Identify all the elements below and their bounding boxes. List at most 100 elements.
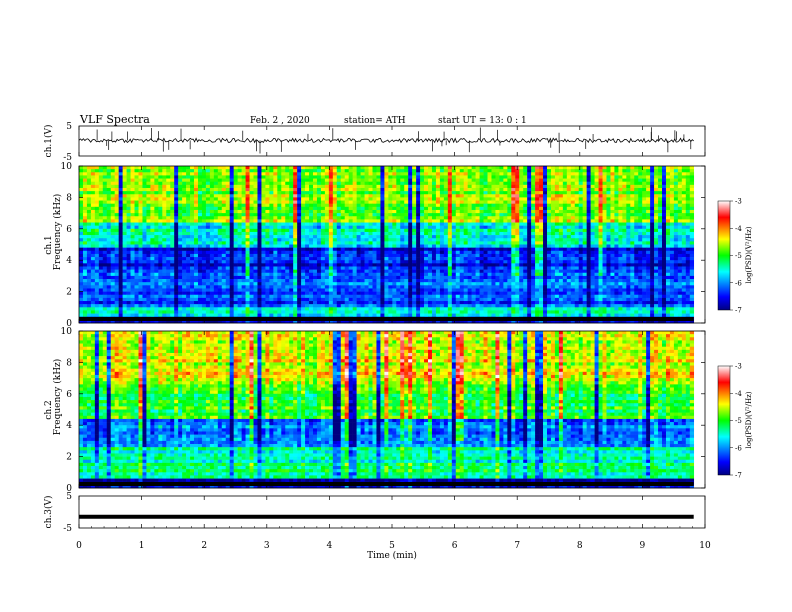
spectrogram-cell bbox=[118, 194, 123, 198]
spectrogram-cell bbox=[511, 244, 516, 248]
spectrogram-cell bbox=[150, 169, 155, 173]
spectrogram-cell bbox=[178, 209, 183, 214]
spectrogram-cell bbox=[459, 209, 465, 214]
spectrogram-cell bbox=[332, 222, 338, 226]
spectrogram-cell bbox=[328, 219, 334, 223]
spectrogram-cell bbox=[622, 250, 627, 255]
spectrogram-cell bbox=[312, 172, 318, 176]
spectrogram-cell bbox=[412, 169, 417, 173]
spectrogram-cell bbox=[586, 241, 591, 245]
spectrogram-cell bbox=[443, 184, 449, 189]
spectrogram-cell bbox=[118, 225, 123, 230]
spectrogram-cell bbox=[443, 187, 449, 192]
spectrogram-cell bbox=[324, 231, 330, 236]
spectrogram-cell bbox=[356, 200, 361, 204]
spectrogram-cell bbox=[213, 260, 219, 264]
spectrogram-cell bbox=[376, 206, 381, 211]
spectrogram-cell bbox=[79, 228, 84, 233]
spectrogram-cell bbox=[626, 228, 631, 233]
spectrogram-cell bbox=[257, 257, 262, 261]
spectrogram-cell bbox=[499, 250, 504, 255]
spectrogram-cell bbox=[328, 206, 334, 211]
spectrogram-cell bbox=[126, 228, 131, 233]
spectrogram-cell bbox=[332, 213, 338, 217]
spectrogram-cell bbox=[265, 175, 270, 179]
spectrogram-cell bbox=[499, 231, 504, 236]
spectrogram-cell bbox=[297, 172, 302, 176]
spectrogram-cell bbox=[535, 263, 540, 267]
spectrogram-cell bbox=[471, 178, 476, 182]
spectrogram-cell bbox=[586, 178, 591, 182]
spectrogram-cell bbox=[511, 200, 516, 204]
spectrogram-cell bbox=[396, 263, 401, 267]
spectrogram-cell bbox=[594, 228, 599, 233]
spectrogram-cell bbox=[110, 197, 115, 201]
spectrogram-cell bbox=[90, 253, 96, 258]
spectrogram-cell bbox=[424, 175, 429, 179]
spectrogram-cell bbox=[535, 191, 540, 195]
spectrogram-cell bbox=[531, 178, 536, 182]
spectrogram-cell bbox=[519, 260, 524, 264]
spectrogram-cell bbox=[257, 244, 262, 248]
spectrogram-cell bbox=[285, 241, 290, 245]
spectrogram-cell bbox=[574, 203, 580, 208]
spectrogram-cell bbox=[146, 172, 151, 176]
spectrogram-cell bbox=[269, 206, 274, 211]
spectrogram-cell bbox=[543, 263, 548, 267]
spectrogram-cell bbox=[245, 172, 250, 176]
spectrogram-cell bbox=[253, 257, 258, 261]
spectrogram-cell bbox=[499, 228, 504, 233]
spectrogram-cell bbox=[503, 238, 508, 242]
spectrogram-cell bbox=[455, 187, 461, 192]
spectrogram-cell bbox=[332, 181, 338, 186]
spectrogram-cell bbox=[201, 178, 207, 182]
spectrogram-cell bbox=[630, 222, 635, 226]
spectrogram-cell bbox=[483, 244, 488, 248]
spectrogram-cell bbox=[618, 216, 623, 220]
spectrogram-cell bbox=[467, 241, 472, 245]
spectrogram-cell bbox=[114, 235, 119, 239]
spectrogram-cell bbox=[566, 238, 572, 242]
spectrogram-cell bbox=[182, 231, 187, 236]
spectrogram-cell bbox=[594, 187, 599, 192]
spectrogram-cell bbox=[673, 244, 679, 248]
spectrogram-cell bbox=[626, 178, 631, 182]
spectrogram-cell bbox=[94, 172, 100, 176]
spectrogram-cell bbox=[654, 187, 659, 192]
spectrogram-cell bbox=[400, 263, 405, 267]
spectrogram-cell bbox=[273, 219, 278, 223]
spectrogram-cell bbox=[447, 247, 453, 252]
spectrogram-cell bbox=[487, 203, 492, 208]
spectrogram-cell bbox=[669, 209, 675, 214]
spectrogram-cell bbox=[209, 216, 215, 220]
spectrogram-cell bbox=[439, 206, 445, 211]
spectrogram-cell bbox=[233, 219, 238, 223]
spectrogram-cell bbox=[475, 178, 480, 182]
spectrogram-cell bbox=[428, 209, 433, 214]
spectrogram-cell bbox=[396, 206, 401, 211]
spectrogram-cell bbox=[665, 219, 671, 223]
spectrogram-cell bbox=[455, 247, 461, 252]
spectrogram-cell bbox=[392, 166, 397, 170]
spectrogram-cell bbox=[340, 231, 346, 236]
spectrogram-cell bbox=[650, 166, 655, 170]
spectrogram-cell bbox=[309, 181, 314, 186]
spectrogram-cell bbox=[562, 222, 568, 226]
spectrogram-cell bbox=[114, 203, 119, 208]
spectrogram-cell bbox=[162, 184, 167, 189]
spectrogram-cell bbox=[582, 175, 587, 179]
spectrogram-cell bbox=[197, 181, 203, 186]
spectrogram-cell bbox=[689, 213, 695, 217]
spectrogram-cell bbox=[348, 222, 353, 226]
spectrogram-cell bbox=[182, 184, 187, 189]
spectrogram-cell bbox=[186, 222, 191, 226]
spectrogram-cell bbox=[150, 181, 155, 186]
spectrogram-cell bbox=[463, 253, 468, 258]
spectrogram-cell bbox=[110, 206, 115, 211]
spectrogram-cell bbox=[102, 178, 108, 182]
spectrogram-cell bbox=[439, 178, 445, 182]
spectrogram-cell bbox=[380, 231, 385, 236]
spectrogram-cell bbox=[225, 257, 231, 261]
spectrogram-cell bbox=[495, 235, 500, 239]
spectrogram-cell bbox=[539, 235, 544, 239]
